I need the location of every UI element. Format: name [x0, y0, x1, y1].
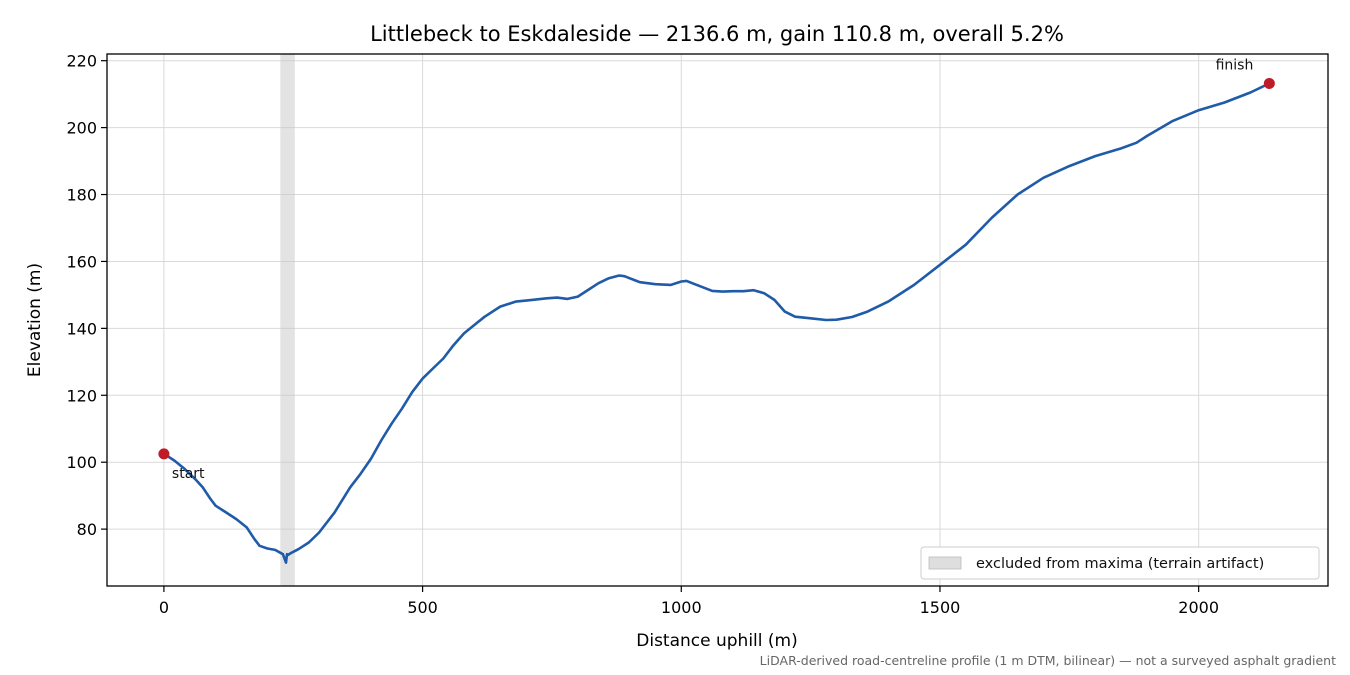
- finish-marker: [1263, 77, 1275, 89]
- excluded-region-band: [280, 54, 295, 586]
- y-tick-label: 140: [66, 319, 97, 338]
- elevation-series-line: [162, 82, 1271, 564]
- y-tick-label: 100: [66, 453, 97, 472]
- x-tick-label: 0: [159, 598, 169, 617]
- x-tick-label: 1000: [661, 598, 702, 617]
- legend-box: [920, 546, 1320, 580]
- x-tick-label: 500: [407, 598, 438, 617]
- y-tick-label: 120: [66, 386, 97, 405]
- y-tick-label: 160: [66, 252, 97, 271]
- x-axis-ticks: 0 500 1000 1500 2000: [159, 586, 1219, 617]
- x-axis-label: Distance uphill (m): [636, 631, 797, 651]
- plot-frame: [106, 53, 1329, 587]
- legend-swatch: [928, 556, 962, 570]
- start-marker: [158, 448, 170, 460]
- y-axis-ticks: 80 100 120 140 160 180 200 220: [66, 52, 107, 539]
- x-tick-label: 2000: [1178, 598, 1219, 617]
- start-label: start: [172, 466, 205, 482]
- grid: [107, 54, 1328, 586]
- footnote: LiDAR-derived road-centreline profile (1…: [760, 653, 1336, 668]
- y-tick-label: 220: [66, 52, 97, 71]
- x-tick-label: 1500: [920, 598, 961, 617]
- y-tick-label: 180: [66, 186, 97, 205]
- y-tick-label: 200: [66, 119, 97, 138]
- y-tick-label: 80: [77, 520, 97, 539]
- finish-label: finish: [1216, 57, 1254, 73]
- legend-label: excluded from maxima (terrain artifact): [976, 556, 1264, 572]
- legend: excluded from maxima (terrain artifact): [920, 546, 1320, 580]
- y-axis-label: Elevation (m): [25, 263, 45, 377]
- marker-points: start finish: [158, 57, 1275, 482]
- chart-title: Littlebeck to Eskdaleside — 2136.6 m, ga…: [370, 22, 1064, 46]
